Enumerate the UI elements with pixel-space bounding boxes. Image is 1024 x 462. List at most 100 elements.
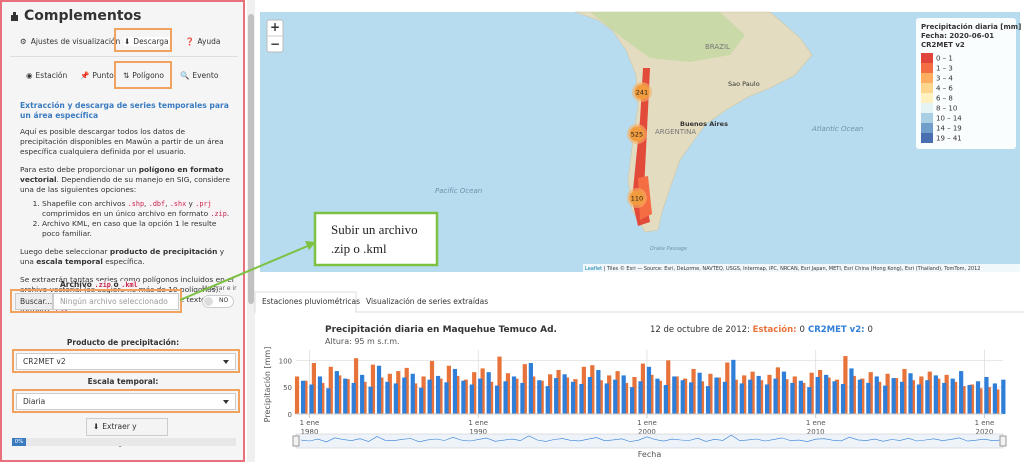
x-tick-label: 1980 (301, 428, 319, 436)
tab-label[interactable]: Visualización de series extraídas (366, 297, 488, 306)
product-label: Producto de precipitación: (66, 338, 180, 347)
legend-label: 14 – 19 (936, 125, 962, 133)
bar (742, 375, 747, 414)
toggle[interactable]: NO (202, 295, 234, 308)
toggle-text: NO (219, 297, 229, 304)
bar (860, 378, 865, 414)
bar (309, 384, 314, 414)
x-tick-label: 1 ene (468, 419, 488, 427)
bar (877, 381, 882, 414)
map-label: Drake Passage (650, 246, 687, 252)
subtab[interactable]: 🔍 Evento (180, 71, 219, 80)
y-axis-title: Precipitación [mm] (262, 347, 272, 423)
paragraph: Para esto debe proporcionar un polígono … (20, 165, 230, 194)
highlight-box (10, 289, 182, 313)
scroll-thumb[interactable] (248, 14, 254, 304)
bar (784, 379, 789, 414)
bar (640, 363, 646, 414)
highlight-box (114, 61, 172, 89)
bar (933, 375, 938, 414)
bar (638, 381, 643, 414)
x-tick-label: 2000 (638, 428, 656, 436)
bar (353, 358, 359, 414)
bar (944, 374, 949, 414)
toggle-knob (204, 297, 213, 306)
legend-swatch (921, 133, 933, 143)
legend-swatch (921, 63, 933, 73)
subtab-active[interactable]: ⇅ Polígono (123, 71, 164, 80)
cluster-marker (629, 126, 645, 142)
attribution-part[interactable]: Leaflet (585, 266, 602, 272)
bar (809, 372, 814, 414)
scale-select[interactable]: Diaria (16, 393, 236, 410)
navigator-line (301, 434, 1002, 443)
bar (883, 385, 888, 414)
navigator-handle[interactable] (292, 435, 300, 447)
bar (317, 376, 323, 414)
bar (950, 378, 955, 414)
legend-swatch (921, 53, 933, 63)
scale-label: Escala temporal: (87, 377, 159, 386)
bar (581, 366, 586, 414)
bar (300, 380, 306, 414)
bar (590, 365, 595, 414)
zoom-in[interactable]: + (270, 20, 280, 34)
bar (919, 376, 924, 414)
bar (750, 371, 755, 414)
bar (404, 367, 409, 414)
puzzle-icon (11, 12, 18, 21)
bar (294, 376, 300, 414)
bar (435, 375, 441, 414)
x-tick-label: 2020 (976, 428, 994, 436)
cluster-marker (634, 84, 650, 100)
bar (807, 387, 812, 414)
tab[interactable]: ❓ Ayuda (185, 37, 221, 46)
bar (632, 376, 637, 414)
attribution: Leaflet | Tiles © Esri — Source: Esri, D… (585, 265, 980, 272)
tab-label[interactable]: Estaciones pluviométricas (262, 297, 360, 306)
map-label: ARGENTINA (655, 128, 696, 136)
bar (607, 375, 612, 414)
zoom-control: + − (266, 19, 284, 53)
subtab[interactable]: ◉ Estación (26, 71, 68, 80)
bar (646, 366, 652, 414)
product-select[interactable]: CR2MET v2 (16, 353, 236, 370)
bar (936, 378, 941, 414)
bar (978, 388, 983, 414)
bar (748, 379, 753, 414)
bar (764, 384, 770, 414)
bar (832, 381, 837, 414)
bar (376, 365, 382, 414)
bar (995, 389, 1000, 414)
subtab[interactable]: 📌 Punto (80, 71, 114, 80)
bar (857, 379, 863, 414)
bar (579, 383, 584, 414)
bar (689, 382, 694, 414)
legend-swatch (921, 113, 933, 123)
map-label: Pacific Ocean (435, 187, 482, 195)
bar (393, 383, 398, 414)
tab[interactable]: ⚙ Ajustes de visualización (20, 37, 121, 46)
bar (320, 382, 325, 414)
bar (699, 381, 705, 414)
tab-active[interactable]: ⬇ Descarga (124, 37, 169, 46)
scrollbar[interactable] (247, 0, 255, 462)
hover-info: 12 de octubre de 2012: Estación: 0 CR2MET … (650, 324, 873, 335)
bar (910, 380, 916, 414)
callout-arrowhead (305, 241, 316, 250)
bar (514, 378, 519, 414)
list-item: Shapefile con archivos .shp, .dbf, .shx … (42, 199, 234, 219)
file-label: Archivo .zip o .kml (60, 280, 138, 289)
bar (604, 383, 609, 414)
navigator-handle[interactable] (999, 435, 1007, 447)
bar (343, 378, 348, 414)
bar (992, 383, 998, 414)
bar (573, 379, 578, 414)
browse-button[interactable]: Buscar... (15, 293, 53, 310)
zoom-out[interactable]: − (270, 37, 280, 51)
x-tick-label: 1 ene (975, 419, 995, 427)
bar (1001, 379, 1006, 414)
paragraph: Luego debe seleccionar producto de preci… (20, 247, 225, 266)
